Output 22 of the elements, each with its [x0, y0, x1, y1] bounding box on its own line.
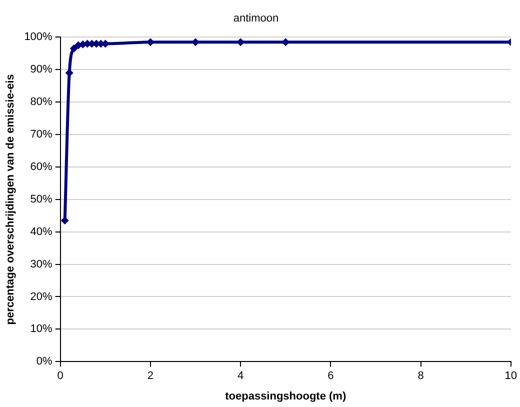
x-tick-label: 6: [328, 370, 334, 382]
y-tick-label: 10%: [30, 323, 53, 336]
x-tick-label: 8: [418, 370, 424, 382]
chart-title: antimoon: [233, 12, 279, 25]
x-tick-label: 10: [504, 370, 518, 382]
y-tick-label: 20%: [30, 290, 53, 303]
point: [70, 44, 78, 53]
y-tick-label: 70%: [30, 128, 53, 141]
y-tick-label: 90%: [30, 64, 53, 76]
x-tick-label: 2: [147, 370, 154, 382]
x-tick-label: 0: [57, 370, 64, 382]
x-axis-title: toepassingshoogte (m): [225, 390, 346, 402]
y-tick-label: 0%: [36, 356, 53, 368]
y-tick-label: 50%: [30, 193, 53, 206]
y-tick-label: 40%: [30, 226, 53, 238]
y-axis-title: percentage overschrijdingen van de emissie-eis: [4, 74, 17, 325]
point: [192, 38, 200, 46]
y-tick-label: 80%: [30, 96, 53, 108]
y-tick-label: 60%: [30, 160, 53, 173]
x-tick-label: 4: [237, 370, 244, 382]
y-tick-label: 100%: [24, 31, 53, 44]
y-tick-label: 30%: [30, 258, 53, 270]
